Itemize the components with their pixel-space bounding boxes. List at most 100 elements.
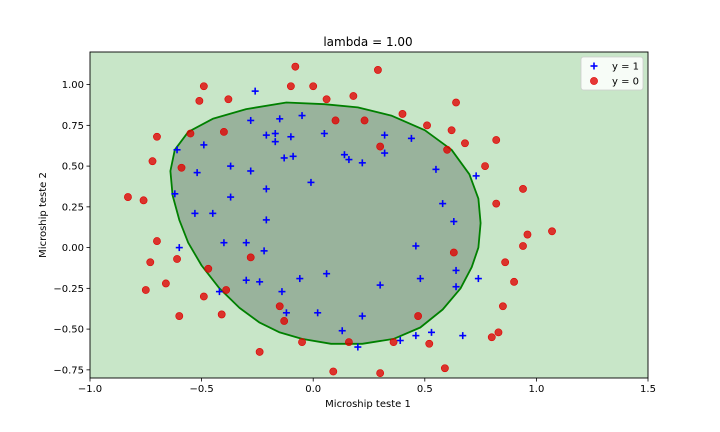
x-tick-label: 1.0 bbox=[528, 384, 544, 395]
point-positive bbox=[345, 156, 353, 164]
point-positive bbox=[280, 154, 288, 162]
point-positive bbox=[472, 172, 480, 180]
x-tick-label: −1.0 bbox=[78, 384, 102, 395]
point-positive bbox=[262, 216, 270, 224]
point-negative bbox=[376, 369, 385, 378]
point-positive bbox=[171, 190, 179, 198]
y-tick-label: 0.25 bbox=[62, 202, 84, 213]
point-positive bbox=[381, 149, 389, 157]
plot-frame bbox=[89, 51, 649, 379]
point-negative bbox=[481, 162, 489, 170]
point-positive bbox=[193, 169, 201, 177]
point-negative bbox=[153, 132, 161, 141]
legend-marker-positive bbox=[590, 62, 598, 70]
point-positive bbox=[452, 266, 460, 274]
point-negative bbox=[139, 196, 148, 205]
point-negative bbox=[329, 367, 338, 376]
point-positive bbox=[191, 209, 199, 217]
point-negative bbox=[148, 157, 157, 166]
point-positive bbox=[450, 218, 458, 226]
y-tick-label: 0.75 bbox=[62, 121, 84, 132]
y-tick-label: 0.50 bbox=[62, 162, 84, 173]
point-positive bbox=[474, 275, 482, 283]
point-negative bbox=[492, 199, 501, 208]
point-negative bbox=[487, 333, 496, 342]
point-positive bbox=[200, 141, 208, 149]
region-inside bbox=[170, 102, 481, 344]
point-negative bbox=[161, 279, 170, 288]
chart-title: lambda = 1.00 bbox=[323, 35, 412, 49]
point-positive bbox=[289, 152, 297, 160]
point-negative bbox=[501, 258, 510, 267]
point-positive bbox=[381, 131, 389, 139]
point-positive bbox=[439, 200, 447, 208]
y-tick-label: 0.00 bbox=[62, 243, 84, 254]
x-tick-label: 1.5 bbox=[640, 384, 656, 395]
point-positive bbox=[282, 309, 290, 317]
point-positive bbox=[247, 167, 255, 175]
point-positive bbox=[412, 332, 420, 340]
point-negative bbox=[374, 66, 382, 74]
point-positive bbox=[247, 116, 255, 124]
point-positive bbox=[358, 312, 366, 320]
point-negative bbox=[298, 338, 306, 347]
point-negative bbox=[217, 310, 226, 319]
point-positive bbox=[358, 159, 366, 167]
point-negative bbox=[146, 258, 155, 267]
point-positive bbox=[287, 133, 295, 141]
point-negative bbox=[499, 302, 507, 311]
point-negative bbox=[548, 227, 556, 236]
point-positive bbox=[307, 178, 315, 186]
point-positive bbox=[452, 283, 460, 291]
point-positive bbox=[427, 328, 435, 336]
point-positive bbox=[459, 332, 467, 340]
series-1 bbox=[171, 87, 482, 351]
point-negative bbox=[376, 142, 385, 151]
point-positive bbox=[376, 281, 384, 289]
point-positive bbox=[260, 247, 268, 255]
point-negative bbox=[425, 339, 434, 348]
legend-marker-negative bbox=[590, 77, 598, 85]
point-negative bbox=[173, 255, 181, 263]
point-negative bbox=[360, 116, 369, 125]
point-positive bbox=[276, 115, 284, 123]
point-negative bbox=[186, 129, 195, 138]
point-negative bbox=[519, 185, 527, 193]
point-positive bbox=[256, 278, 264, 286]
point-negative bbox=[443, 145, 452, 154]
point-negative bbox=[398, 110, 407, 118]
point-positive bbox=[262, 131, 270, 139]
point-negative bbox=[291, 62, 300, 71]
point-negative bbox=[199, 82, 208, 91]
y-tick-label: 1.00 bbox=[62, 80, 84, 91]
point-negative bbox=[331, 116, 340, 125]
point-positive bbox=[323, 270, 331, 278]
point-negative bbox=[222, 286, 231, 294]
point-negative bbox=[423, 121, 431, 130]
point-negative bbox=[492, 136, 501, 144]
point-negative bbox=[440, 364, 449, 373]
point-positive bbox=[354, 343, 362, 351]
point-negative bbox=[349, 92, 358, 100]
point-positive bbox=[314, 309, 322, 317]
point-positive bbox=[215, 288, 223, 296]
legend-label: y = 0 bbox=[612, 77, 639, 88]
legend: y = 1 y = 0 bbox=[580, 56, 644, 91]
point-negative bbox=[255, 348, 264, 356]
point-positive bbox=[432, 165, 440, 173]
point-positive bbox=[262, 185, 270, 193]
point-positive bbox=[242, 276, 250, 284]
point-negative bbox=[195, 97, 204, 105]
point-negative bbox=[141, 286, 150, 294]
point-negative bbox=[309, 82, 318, 91]
point-positive bbox=[271, 138, 279, 146]
point-positive bbox=[209, 209, 217, 217]
point-positive bbox=[396, 337, 404, 345]
y-tick-label: −0.25 bbox=[53, 284, 84, 295]
point-negative bbox=[452, 98, 460, 107]
point-negative bbox=[199, 292, 208, 301]
point-positive bbox=[320, 130, 328, 137]
point-positive bbox=[278, 288, 286, 296]
point-negative bbox=[510, 277, 518, 286]
point-negative bbox=[286, 82, 295, 91]
